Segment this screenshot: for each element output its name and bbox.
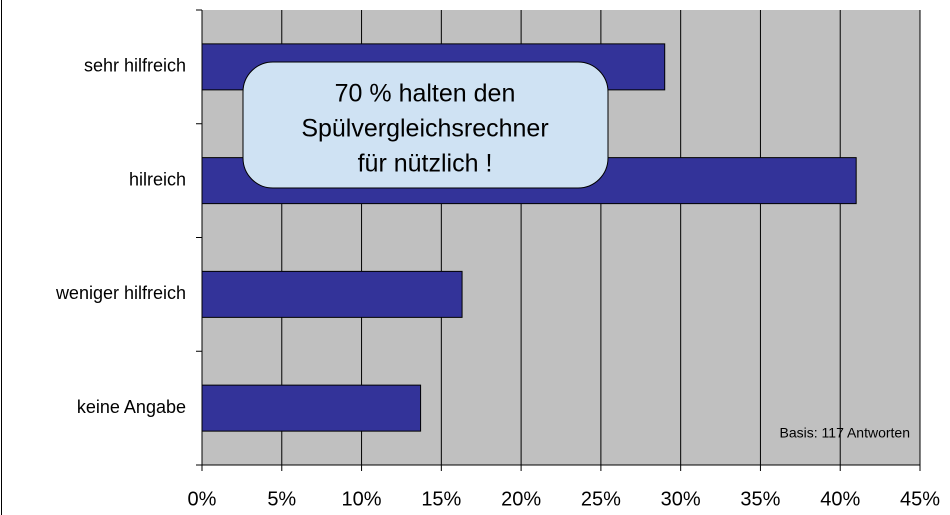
x-tick-label: 45% [900, 488, 940, 510]
y-tick-label: sehr hilfreich [84, 56, 186, 76]
bar [201, 270, 463, 318]
x-tick-label: 15% [421, 488, 461, 510]
callout-text: Spülvergleichsrechner [301, 115, 548, 143]
callout-text: 70 % halten den [335, 80, 516, 108]
x-tick-label: 5% [267, 488, 296, 510]
x-tick-label: 20% [501, 488, 541, 510]
x-tick-label: 35% [740, 488, 780, 510]
y-tick-label: weniger hilfreich [55, 283, 186, 303]
x-tick-label: 30% [661, 488, 701, 510]
x-tick-label: 0% [188, 488, 217, 510]
y-tick-label: hilreich [129, 169, 186, 189]
x-tick-label: 25% [581, 488, 621, 510]
note: Basis: 117 Antworten [780, 425, 910, 441]
callout-box [242, 61, 609, 189]
bar [201, 384, 422, 432]
callout-text: für nützlich ! [358, 150, 493, 178]
y-tick-label: keine Angabe [77, 397, 186, 417]
x-tick-label: 10% [342, 488, 382, 510]
x-tick-label: 40% [820, 488, 860, 510]
